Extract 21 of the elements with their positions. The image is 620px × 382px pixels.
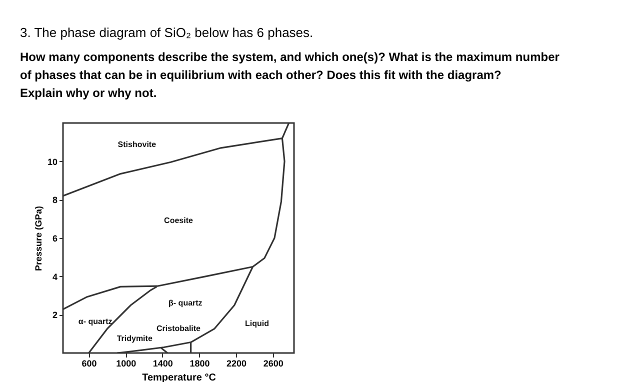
y-tick-label: 2 (52, 310, 58, 320)
x-tick-label: 2200 (226, 358, 247, 368)
annotation: Stishovite (118, 140, 157, 149)
y-tick-label: 6 (52, 234, 58, 244)
x-tick-label: 600 (82, 358, 97, 368)
x-tick-label: 1800 (190, 358, 210, 368)
annotation: α- quartz (78, 316, 112, 326)
annotation: Coesite (164, 216, 194, 225)
y-tick-label: 8 (52, 195, 58, 206)
x-tick-label: 1400 (152, 358, 173, 368)
chart-subtitle: How many components describe the system, and which one(s)? What is the maximum number of phases that can be in equilibrium with each other? Does this fit with the diagram? Explain why or why not. (20, 50, 560, 100)
y-tick-label: 10 (47, 156, 58, 167)
annotation: Tridymite (116, 334, 153, 344)
x-tick-label: 2600 (263, 358, 284, 368)
annotation: Cristobalite (156, 324, 202, 333)
y-axis-title: Pressure (GPa) (33, 206, 44, 272)
chart-title: 3. The phase diagram of SiO₂ below has 6 phases. (20, 25, 314, 40)
annotation: Liquid (245, 318, 270, 328)
annotation: β- quartz (168, 298, 202, 308)
y-tick-label: 4 (52, 272, 58, 282)
x-tick-label: 1000 (116, 358, 136, 368)
